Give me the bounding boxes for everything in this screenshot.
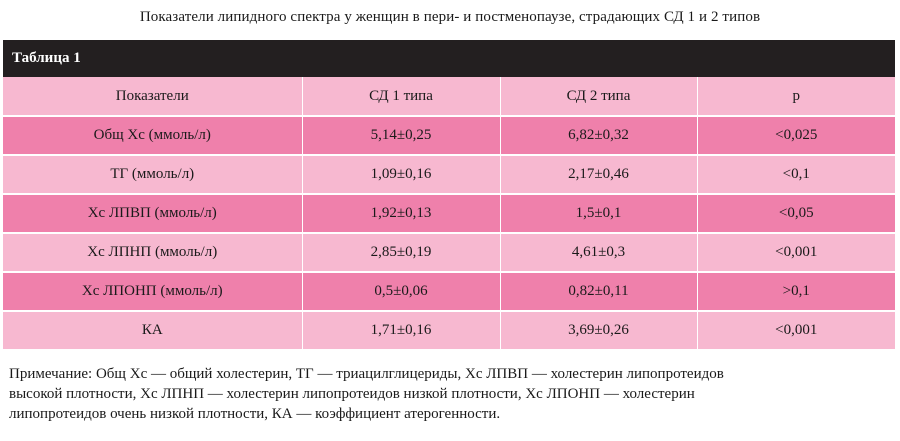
table-cell: КА (3, 311, 303, 351)
table-cell: 4,61±0,3 (500, 233, 698, 273)
column-header: Показатели (3, 77, 303, 117)
column-header: СД 1 типа (302, 77, 501, 117)
table-caption: Показатели липидного спектра у женщин в … (139, 9, 761, 25)
table-cell: 2,85±0,19 (302, 233, 501, 273)
table-cell: Общ Хс (ммоль/л) (3, 116, 303, 156)
table-title-bar: Таблица 1 (3, 40, 895, 77)
table-cell: 1,71±0,16 (302, 311, 501, 351)
table-cell: 3,69±0,26 (500, 311, 698, 351)
table-cell: 6,82±0,32 (500, 116, 698, 156)
table-row: КА 1,71±0,16 3,69±0,26 <0,001 (3, 311, 895, 351)
table-cell: <0,001 (697, 233, 895, 273)
note-line: липопротеидов очень низкой плотности, КА… (9, 406, 501, 422)
table-cell: 2,17±0,46 (500, 155, 698, 195)
table-cell: 1,5±0,1 (500, 194, 698, 234)
note-line: высокой плотности, Хс ЛПНП — холестерин … (9, 386, 695, 402)
column-header: СД 2 типа (500, 77, 698, 117)
table-cell: 0,5±0,06 (302, 272, 501, 312)
table-row: Хс ЛПВП (ммоль/л) 1,92±0,13 1,5±0,1 <0,0… (3, 194, 895, 234)
table-cell: <0,025 (697, 116, 895, 156)
lipid-table: Таблица 1 Показатели СД 1 типа СД 2 типа… (3, 40, 895, 351)
table-cell: 0,82±0,11 (500, 272, 698, 312)
table-title: Таблица 1 (12, 50, 81, 66)
column-header: p (697, 77, 895, 117)
table-cell: 1,92±0,13 (302, 194, 501, 234)
table-cell: <0,1 (697, 155, 895, 195)
table-cell: Хс ЛПВП (ммоль/л) (3, 194, 303, 234)
table-cell: 1,09±0,16 (302, 155, 501, 195)
table-cell: ТГ (ммоль/л) (3, 155, 303, 195)
table-row: Хс ЛПНП (ммоль/л) 2,85±0,19 4,61±0,3 <0,… (3, 233, 895, 273)
table-cell: >0,1 (697, 272, 895, 312)
table-cell: Хс ЛПОНП (ммоль/л) (3, 272, 303, 312)
note-line: Примечание: Общ Хс — общий холестерин, Т… (9, 366, 724, 382)
table-cell: 5,14±0,25 (302, 116, 501, 156)
table-row: ТГ (ммоль/л) 1,09±0,16 2,17±0,46 <0,1 (3, 155, 895, 195)
table-row: Общ Хс (ммоль/л) 5,14±0,25 6,82±0,32 <0,… (3, 116, 895, 156)
table-cell: <0,05 (697, 194, 895, 234)
table-header-row: Показатели СД 1 типа СД 2 типа p (3, 77, 895, 117)
data-table: Показатели СД 1 типа СД 2 типа p Общ Хс … (3, 77, 895, 351)
table-note: Примечание: Общ Хс — общий холестерин, Т… (9, 364, 889, 424)
table-cell: <0,001 (697, 311, 895, 351)
table-cell: Хс ЛПНП (ммоль/л) (3, 233, 303, 273)
table-row: Хс ЛПОНП (ммоль/л) 0,5±0,06 0,82±0,11 >0… (3, 272, 895, 312)
